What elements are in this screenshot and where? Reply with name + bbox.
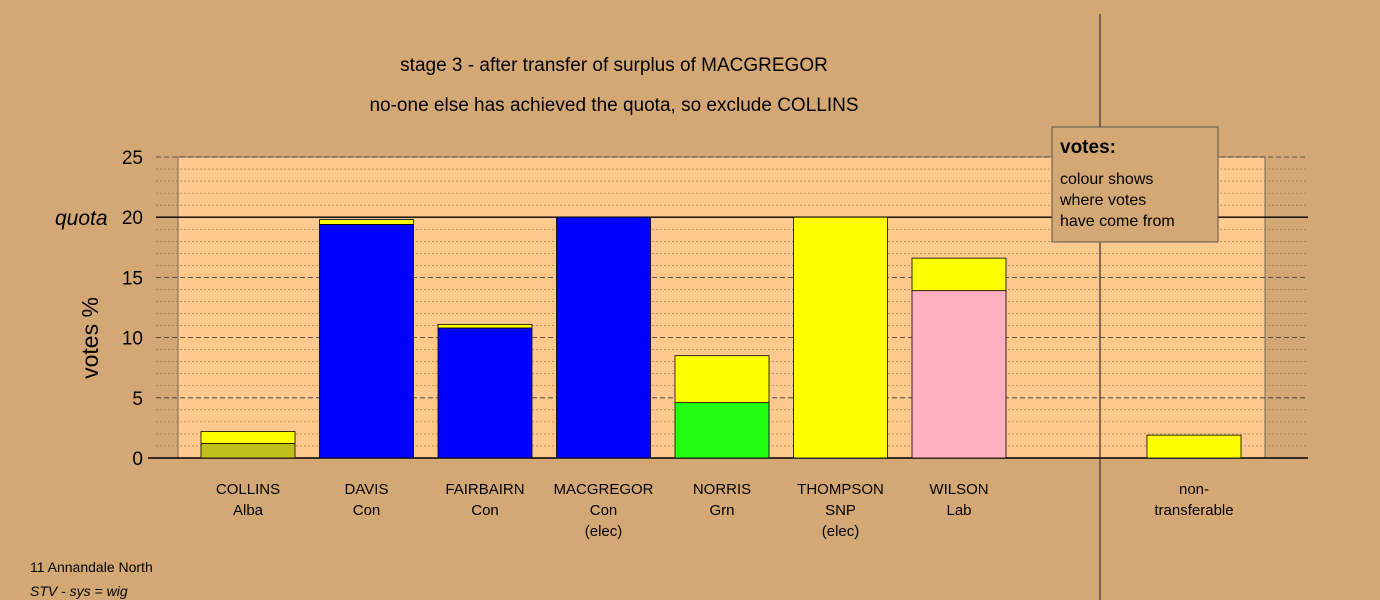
bar-segment (674, 402, 770, 459)
y-axis-label: votes % (77, 297, 103, 379)
bar-segment (556, 216, 651, 459)
y-tick-label: 0 (132, 449, 143, 470)
footer-ward: 11 Annandale North (30, 559, 153, 575)
bar-segment (200, 443, 296, 459)
candidate-party: SNP (825, 502, 856, 519)
bar-segment (200, 431, 296, 444)
legend-line: where votes (1059, 192, 1146, 209)
y-tick-label: 25 (122, 148, 143, 169)
candidate-name: NORRIS (693, 481, 751, 498)
y-tick-label: 10 (122, 329, 143, 350)
bar-segment (319, 224, 414, 459)
quota-label: quota (55, 207, 108, 230)
legend-box (1051, 126, 1219, 243)
bar-segment (319, 219, 414, 225)
candidate-name: FAIRBAIRN (445, 481, 524, 498)
legend-title: votes: (1060, 137, 1116, 158)
nontransferable-label: non- (1179, 481, 1209, 498)
y-axis: 0 5 10 15 20 25 (122, 148, 143, 470)
x-axis-labels: COLLINS Alba DAVIS Con FAIRBAIRN Con MACGREGOR… (216, 481, 1234, 540)
candidate-party: Con (471, 502, 499, 519)
candidate-status: (elec) (585, 523, 623, 540)
y-tick-label: 5 (132, 389, 143, 410)
candidate-party: Grn (709, 502, 734, 519)
y-tick-label: 15 (122, 268, 143, 289)
candidate-name: DAVIS (345, 481, 389, 498)
candidate-party: Lab (946, 502, 971, 519)
legend: votes: colour shows where votes have com… (1051, 126, 1219, 243)
candidate-name: THOMPSON (797, 481, 884, 498)
footer-system: STV - sys = wig (30, 583, 128, 599)
bar-segment (437, 327, 533, 459)
bar-segment (911, 290, 1007, 459)
candidate-party: Con (353, 502, 381, 519)
bar-segment (437, 323, 533, 329)
candidate-name: WILSON (929, 481, 988, 498)
bar-segment (793, 216, 888, 459)
bar-segment (911, 257, 1007, 292)
legend-line: colour shows (1060, 171, 1153, 188)
y-tick-label: 20 (122, 208, 143, 229)
nontransferable-bar (1146, 434, 1242, 459)
chart-subtitle: no-one else has achieved the quota, so e… (369, 95, 858, 116)
candidate-party: Con (590, 502, 618, 519)
chart-title: stage 3 - after transfer of surplus of M… (400, 55, 828, 76)
candidate-name: COLLINS (216, 481, 280, 498)
candidate-name: MACGREGOR (553, 481, 653, 498)
legend-line: have come from (1060, 213, 1175, 230)
candidate-party: Alba (233, 502, 264, 519)
bars (200, 216, 1242, 459)
nontransferable-label: transferable (1154, 502, 1233, 519)
bar-segment (674, 355, 770, 404)
candidate-status: (elec) (822, 523, 860, 540)
